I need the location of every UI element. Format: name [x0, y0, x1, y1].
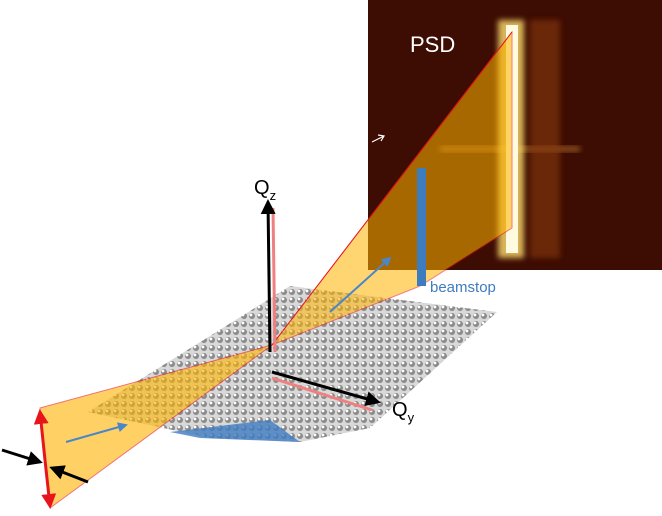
- qy-axis: [271, 370, 381, 406]
- qz-axis-shadow: [271, 207, 277, 353]
- detector-label: PSD: [410, 32, 455, 57]
- qy-axis-shadow: [271, 376, 373, 412]
- qz-axis: [260, 199, 276, 353]
- beamstop-label: beamstop: [430, 279, 496, 296]
- qz-label: Qz: [254, 177, 276, 203]
- qy-subscript: y: [408, 410, 415, 425]
- qy-letter: Q: [392, 399, 408, 421]
- incident-direction: [65, 422, 128, 443]
- qz-letter: Q: [254, 177, 270, 199]
- detector-arrow: [371, 134, 385, 143]
- qy-label: Qy: [392, 399, 415, 425]
- beam-edge: [271, 31, 513, 346]
- scattered-direction: [329, 256, 392, 313]
- substrate: [170, 420, 300, 442]
- beam-width-arrow: [49, 465, 89, 484]
- beam-height-arrow: [41, 459, 57, 509]
- beam-height-arrow: [33, 409, 49, 461]
- qz-subscript: z: [270, 188, 277, 203]
- beamstop: [417, 168, 426, 286]
- beam-width-arrow: [1, 448, 43, 466]
